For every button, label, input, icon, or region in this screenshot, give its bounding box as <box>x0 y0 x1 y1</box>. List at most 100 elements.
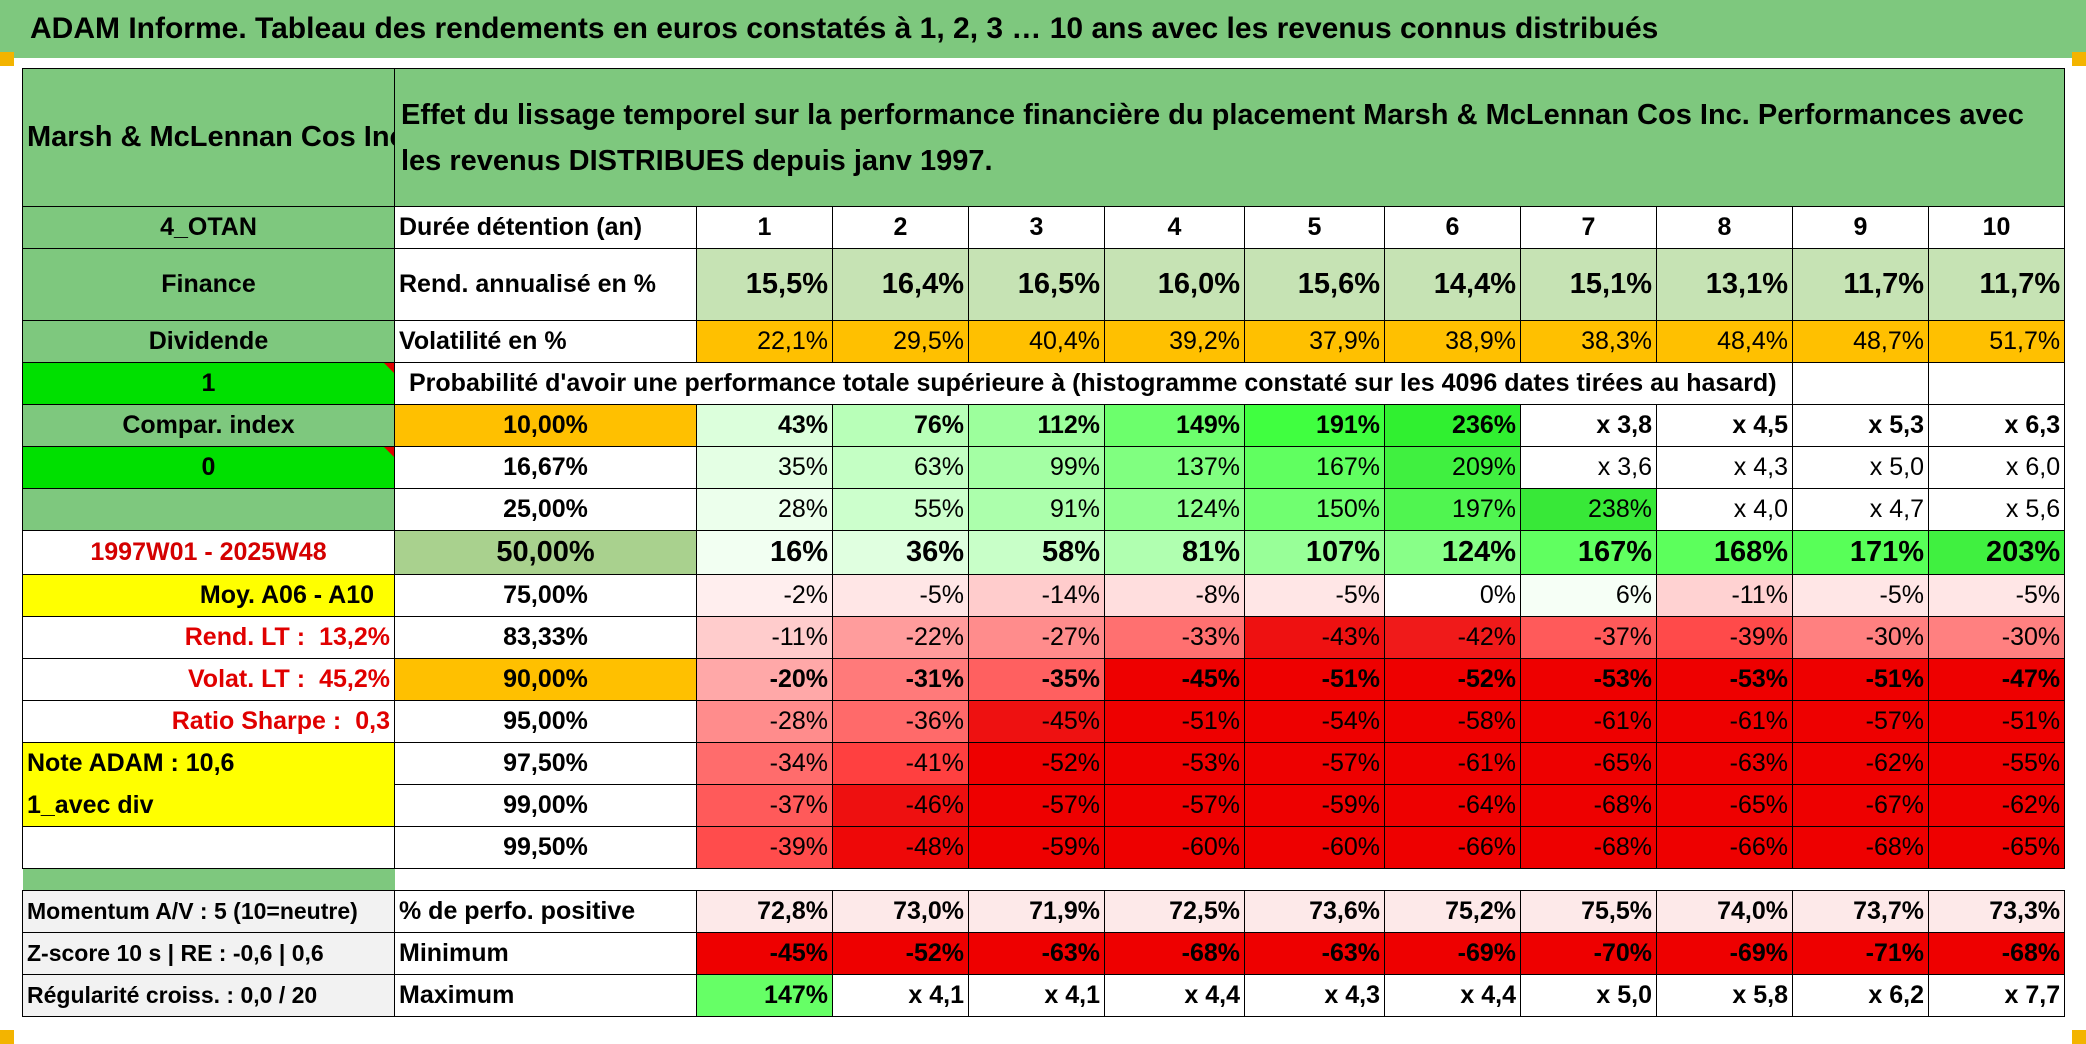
prob-value-cell: -65% <box>1656 784 1793 827</box>
maximum-value-cell: x 4,4 <box>1384 974 1521 1017</box>
prob-value-cell: 76% <box>832 404 969 447</box>
prob-value-cell: -27% <box>968 616 1105 659</box>
minimum-value-cell: -68% <box>1927 932 2066 975</box>
prob-value-cell: 167% <box>1520 530 1657 575</box>
prob-value-cell: 16% <box>696 530 833 575</box>
prob-value-cell: -60% <box>1244 826 1385 869</box>
prob-value-cell: 236% <box>1384 404 1521 447</box>
maximum-value-cell: x 5,8 <box>1656 974 1793 1017</box>
separator-cell <box>696 868 833 891</box>
prob-value-cell: -64% <box>1384 784 1521 827</box>
rend-value-cell: 16,5% <box>968 248 1105 321</box>
separator-cell <box>968 868 1105 891</box>
rend-lt-value: 13,2% <box>319 623 390 651</box>
prob-value-cell: 0% <box>1384 574 1521 617</box>
minimum-value-cell: -63% <box>1244 932 1385 975</box>
prob-value-cell: x 4,7 <box>1792 488 1929 531</box>
table-description: Effet du lissage temporel sur la perform… <box>393 68 2066 207</box>
prob-value-cell: 168% <box>1656 530 1793 575</box>
prob-value-cell: -68% <box>1520 784 1657 827</box>
prob-value-cell: -68% <box>1520 826 1657 869</box>
prob-value-cell: -43% <box>1244 616 1385 659</box>
positive-value-cell: 73,6% <box>1244 890 1385 933</box>
duration-year-cell: 1 <box>696 206 833 249</box>
company-name: Marsh & McLennan Cos Inc <box>22 68 395 207</box>
separator-cell <box>1104 868 1245 891</box>
prob-value-cell: 6% <box>1520 574 1657 617</box>
prob-value-cell: -58% <box>1384 700 1521 743</box>
flag-one: 1 <box>22 362 395 405</box>
prob-row: Moy. A06 - A10 75,00% -2% -5% -14% -8% -5% 0% 6%… <box>22 574 2066 617</box>
volat-value-cell: 37,9% <box>1244 320 1385 363</box>
rend-label: Rend. annualisé en % <box>394 248 697 321</box>
maximum-value-cell: x 5,0 <box>1520 974 1657 1017</box>
duration-year-cell: 2 <box>832 206 969 249</box>
note-adam-label: Note ADAM : 10,6 <box>22 742 395 785</box>
prob-threshold-cell: 95,00% <box>394 700 697 743</box>
rend-value-cell: 16,0% <box>1104 248 1245 321</box>
prob-value-cell: -60% <box>1104 826 1245 869</box>
moy-label: Moy. A06 - A10 <box>22 574 395 617</box>
prob-threshold-cell: 25,00% <box>394 488 697 531</box>
volat-value-cell: 29,5% <box>832 320 969 363</box>
duration-year-cell: 5 <box>1244 206 1385 249</box>
rend-value-cell: 15,6% <box>1244 248 1385 321</box>
prob-value-cell: -68% <box>1792 826 1929 869</box>
minimum-value-cell: -70% <box>1520 932 1657 975</box>
period-label: 1997W01 - 2025W48 <box>22 530 395 575</box>
prob-value-cell: -66% <box>1656 826 1793 869</box>
volat-value-cell: 48,7% <box>1792 320 1929 363</box>
prob-value-cell: -62% <box>1792 742 1929 785</box>
prob-value-cell: -61% <box>1520 700 1657 743</box>
rend-value-cell: 11,7% <box>1927 248 2066 321</box>
prob-value-cell: x 5,3 <box>1792 404 1929 447</box>
prob-value-cell: -65% <box>1927 826 2066 869</box>
prob-row: 1997W01 - 2025W48 50,00% 16% 36% 58% 81% 107% 1… <box>22 530 2066 575</box>
prob-value-cell: x 4,3 <box>1656 446 1793 489</box>
prob-value-cell: x 6,3 <box>1927 404 2066 447</box>
rend-value-cell: 16,4% <box>832 248 969 321</box>
prob-value-cell: -59% <box>1244 784 1385 827</box>
prob-value-cell: 81% <box>1104 530 1245 575</box>
prob-threshold-cell: 10,00% <box>394 404 697 447</box>
prob-value-cell: 203% <box>1927 530 2066 575</box>
corner-marker <box>0 1030 14 1044</box>
zscore-label: Z-score 10 s | RE : -0,6 | 0,6 <box>22 932 395 975</box>
prob-value-cell: 191% <box>1244 404 1385 447</box>
prob-threshold-cell: 97,50% <box>394 742 697 785</box>
prob-value-cell: 171% <box>1792 530 1929 575</box>
minimum-row: Z-score 10 s | RE : -0,6 | 0,6 Minimum -45… <box>22 932 2066 975</box>
prob-row: Volat. LT :45,2% 90,00% -20% -31% -35% -45% -5… <box>22 658 2066 701</box>
prob-value-cell: -31% <box>832 658 969 701</box>
maximum-value-cell: 147% <box>696 974 833 1017</box>
prob-value-cell: -51% <box>1927 700 2066 743</box>
prob-value-cell: -14% <box>968 574 1105 617</box>
prob-value-cell: -42% <box>1384 616 1521 659</box>
performance-table: Marsh & McLennan Cos Inc Effet du lissag… <box>22 68 2066 1017</box>
rend-value-cell: 14,4% <box>1384 248 1521 321</box>
duration-label: Durée détention (an) <box>394 206 697 249</box>
rend-lt-label: Rend. LT : 13,2% <box>22 616 395 659</box>
prob-value-cell: -51% <box>1792 658 1929 701</box>
prob-value-cell: -45% <box>968 700 1105 743</box>
prob-value-cell: -53% <box>1656 658 1793 701</box>
empty-label <box>22 826 395 869</box>
rend-value-cell: 15,5% <box>696 248 833 321</box>
prob-value-cell: -5% <box>1927 574 2066 617</box>
prob-row: 1_avec div 99,00% -37% -46% -57% -57% -59% -64%… <box>22 784 2066 827</box>
separator-cell <box>1384 868 1521 891</box>
prob-value-cell: -39% <box>696 826 833 869</box>
maximum-value-cell: x 4,4 <box>1104 974 1245 1017</box>
prob-value-cell: -34% <box>696 742 833 785</box>
prob-value-cell: -57% <box>968 784 1105 827</box>
prob-value-cell: 209% <box>1384 446 1521 489</box>
prob-threshold-cell: 16,67% <box>394 446 697 489</box>
minimum-value-cell: -63% <box>968 932 1105 975</box>
prob-value-cell: -5% <box>832 574 969 617</box>
volat-row: Dividende Volatilité en % 22,1% 29,5% 40,4… <box>22 320 2066 363</box>
prob-row: 0 16,67% 35% 63% 99% 137% 167% 209% x 3,6 x 4,3 x … <box>22 446 2066 489</box>
prob-value-cell: -61% <box>1656 700 1793 743</box>
separator-cell <box>1244 868 1385 891</box>
prob-value-cell: -37% <box>696 784 833 827</box>
prob-value-cell: 107% <box>1244 530 1385 575</box>
